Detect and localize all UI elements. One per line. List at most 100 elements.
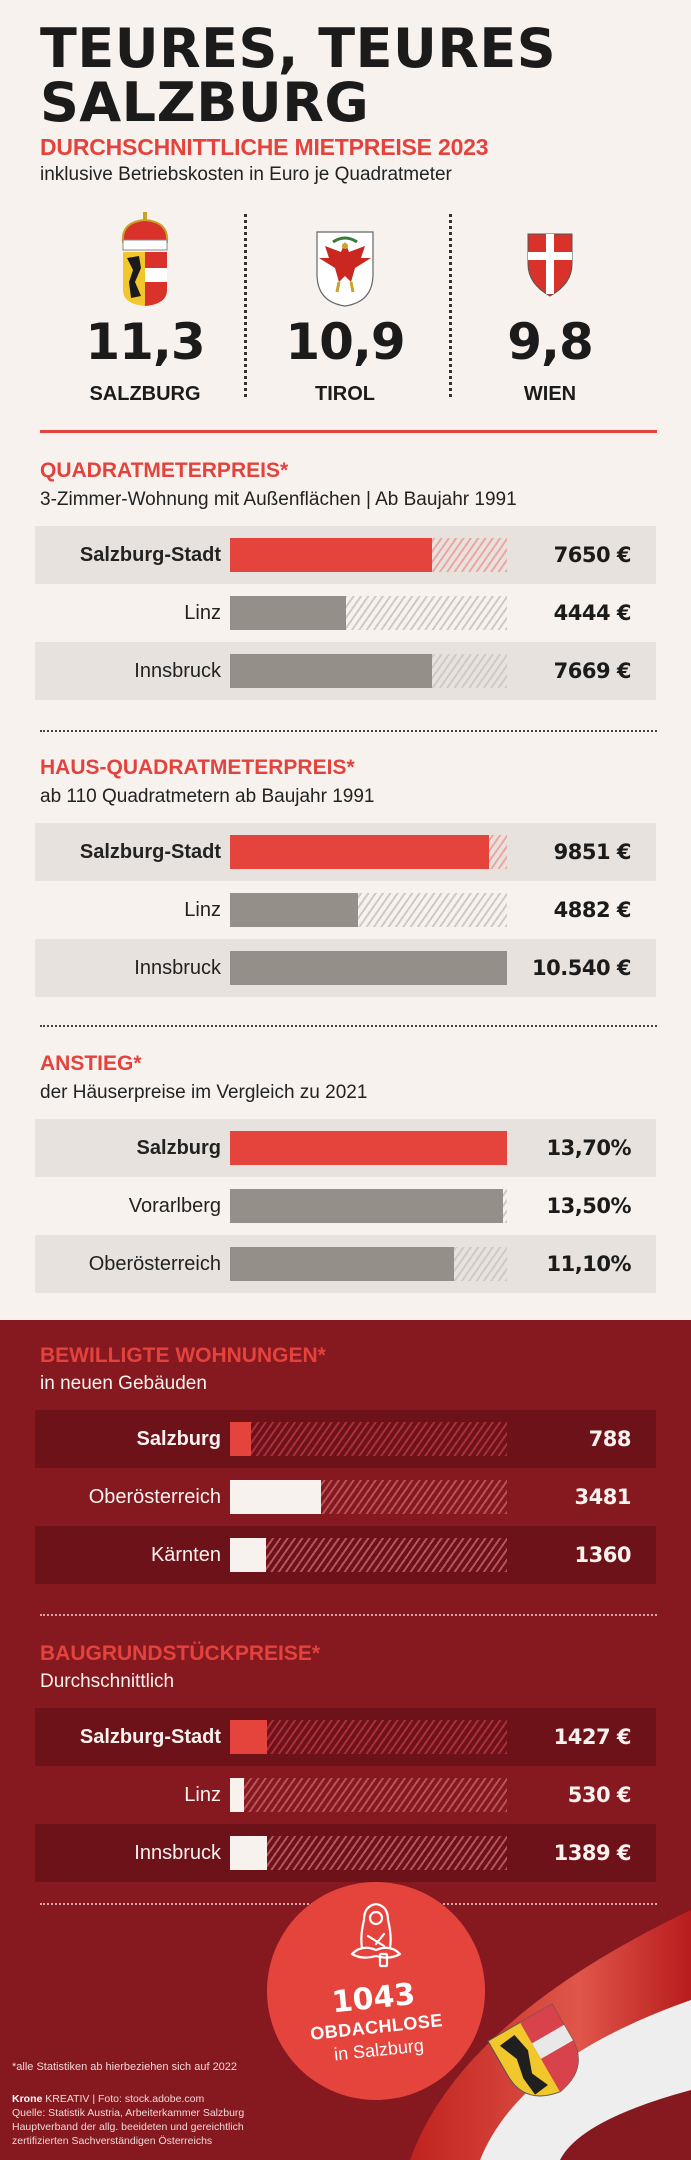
section-sub: der Häuserpreise im Vergleich zu 2021 <box>40 1082 368 1103</box>
bar-track <box>230 951 507 985</box>
bar-row: Salzburg-Stadt 1427 € <box>35 1708 656 1766</box>
bar-row: Salzburg 13,70% <box>35 1119 656 1177</box>
section-divider-red <box>40 430 657 433</box>
credit-line: Krone KREATIV | Foto: stock.adobe.com <box>12 2092 244 2106</box>
bar-fill <box>230 835 489 869</box>
section-sub: ab 110 Quadratmetern ab Baujahr 1991 <box>40 786 375 807</box>
bar-track <box>230 654 507 688</box>
bar-value: 9851 € <box>553 840 632 864</box>
footnote: *alle Statistiken ab hierbeziehen sich a… <box>12 2061 238 2073</box>
salzburg-coat-of-arms-icon <box>121 212 169 306</box>
dotted-divider <box>40 1614 657 1616</box>
bar-value: 7669 € <box>553 659 632 683</box>
bar-value: 3481 <box>574 1485 632 1509</box>
title-line-2: SALZBURG <box>40 71 370 134</box>
region-value: 10,9 <box>285 313 405 371</box>
bar-track <box>230 1189 507 1223</box>
bar-value: 1389 € <box>553 1841 632 1865</box>
region-salzburg: 11,3 SALZBURG <box>45 212 245 406</box>
bar-label: Linz <box>184 899 221 921</box>
subtitle: DURCHSCHNITTLICHE MIETPREISE 2023 <box>40 134 489 160</box>
bar-track <box>230 835 507 869</box>
bar-value: 13,70% <box>546 1136 632 1160</box>
bar-value: 4882 € <box>553 898 632 922</box>
bar-value: 10.540 € <box>532 956 631 980</box>
bar-fill <box>230 1538 266 1572</box>
section-heading: QUADRATMETERPREIS* <box>40 459 289 482</box>
bar-label: Vorarlberg <box>128 1195 221 1217</box>
bar-value: 788 <box>588 1427 632 1451</box>
bar-value: 11,10% <box>546 1252 632 1276</box>
region-label: SALZBURG <box>89 383 201 405</box>
section-heading: BAUGRUNDSTÜCKPREISE* <box>40 1642 321 1665</box>
region-value: 9,8 <box>507 313 594 371</box>
source-line-3: zertifizierten Sachverständigen Österrei… <box>12 2135 213 2147</box>
bar-row: Oberösterreich 3481 <box>35 1468 656 1526</box>
bar-label: Salzburg-Stadt <box>79 544 221 566</box>
bar-value: 1427 € <box>553 1725 632 1749</box>
bar-value: 1360 <box>574 1543 632 1567</box>
bar-fill <box>230 1778 244 1812</box>
bar-fill <box>230 1189 503 1223</box>
title-line-1: TEURES, TEURES <box>40 17 557 80</box>
bar-track <box>230 1247 507 1281</box>
bar-label: Oberösterreich <box>88 1486 221 1508</box>
bar-track <box>230 893 507 927</box>
bar-track <box>230 1538 507 1572</box>
region-tirol: 10,9 TIROL <box>245 212 445 406</box>
section-heading: HAUS-QUADRATMETERPREIS* <box>40 756 355 779</box>
bar-label: Innsbruck <box>134 660 221 682</box>
bar-track <box>230 1422 507 1456</box>
bar-track <box>230 1131 507 1165</box>
bar-track <box>230 1836 507 1870</box>
bar-label: Innsbruck <box>134 1842 221 1864</box>
bar-fill <box>230 1720 268 1754</box>
bar-track <box>230 1720 507 1754</box>
photo-credit: KREATIV | Foto: stock.adobe.com <box>42 2093 205 2105</box>
subline: inklusive Betriebskosten in Euro je Quad… <box>40 164 452 185</box>
wien-coat-of-arms-icon <box>527 233 573 297</box>
section-sub: Durchschnittlich <box>40 1671 175 1692</box>
section-sub: in neuen Gebäuden <box>40 1373 207 1394</box>
bar-label: Oberösterreich <box>88 1253 221 1275</box>
bar-value: 13,50% <box>546 1194 632 1218</box>
section-heading: BEWILLIGTE WOHNUNGEN* <box>40 1344 326 1367</box>
source-line-1: Quelle: Statistik Austria, Arbeiterkamme… <box>12 2107 245 2119</box>
bar-label: Kärnten <box>150 1544 221 1566</box>
bar-value: 7650 € <box>553 543 632 567</box>
bar-fill <box>230 654 433 688</box>
region-label: TIROL <box>315 383 375 405</box>
bar-fill <box>230 893 359 927</box>
homeless-person-icon <box>350 1902 402 1968</box>
bar-fill <box>230 951 507 985</box>
bar-row: Innsbruck 10.540 € <box>35 939 656 997</box>
bar-fill <box>230 1131 507 1165</box>
bar-row: Linz 4882 € <box>35 881 656 939</box>
homeless-text: 1043 OBDACHLOSE in Salzburg <box>263 1971 488 2073</box>
bar-row: Vorarlberg 13,50% <box>35 1177 656 1235</box>
credits: Krone KREATIV | Foto: stock.adobe.com Qu… <box>12 2092 244 2148</box>
bar-value: 4444 € <box>553 601 632 625</box>
region-label: WIEN <box>523 383 577 405</box>
section-sub: 3-Zimmer-Wohnung mit Außenflächen | Ab B… <box>40 489 517 510</box>
bar-fill <box>230 1422 251 1456</box>
region-wien: 9,8 WIEN <box>450 212 650 406</box>
bar-label: Salzburg-Stadt <box>79 1726 221 1748</box>
dotted-divider <box>40 730 657 732</box>
bar-row: Salzburg-Stadt 7650 € <box>35 526 656 584</box>
section-heading: ANSTIEG* <box>40 1052 142 1075</box>
bar-label: Linz <box>184 602 221 624</box>
source-line-2: Hauptverband der allg. beeideten und ger… <box>12 2121 244 2133</box>
divider <box>449 214 452 397</box>
homeless-stat-badge: 1043 OBDACHLOSE in Salzburg <box>267 1882 485 2100</box>
bar-fill <box>230 538 433 572</box>
bar-fill <box>230 596 347 630</box>
main-title: TEURES, TEURES SALZBURG <box>40 22 556 130</box>
bar-row: Salzburg 788 <box>35 1410 656 1468</box>
bar-row: Linz 4444 € <box>35 584 656 642</box>
dark-section: BEWILLIGTE WOHNUNGEN* in neuen Gebäuden … <box>0 1320 691 2160</box>
bar-fill <box>230 1836 267 1870</box>
bar-row: Kärnten 1360 <box>35 1526 656 1584</box>
bar-track <box>230 1778 507 1812</box>
bar-value: 530 € <box>567 1783 632 1807</box>
